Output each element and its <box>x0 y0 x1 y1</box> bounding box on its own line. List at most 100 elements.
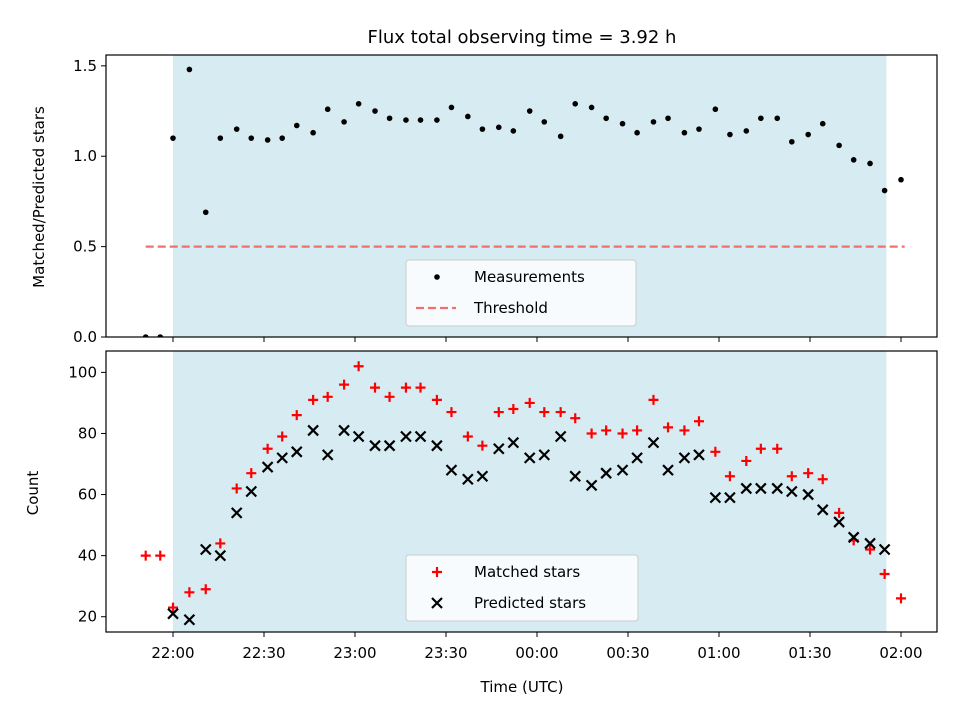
y-tick-label: 20 <box>78 608 97 626</box>
predicted-stars-point <box>414 430 427 443</box>
predicted-stars-point <box>678 452 691 464</box>
measurements-point <box>805 131 811 138</box>
measurements-point <box>634 129 640 136</box>
measurements-point <box>557 133 564 140</box>
measurements-point <box>217 135 224 141</box>
legend-label-threshold: Threshold <box>473 299 548 317</box>
measurements-point <box>279 135 286 141</box>
matched-stars-point <box>462 431 473 442</box>
matched-stars-point <box>322 391 333 402</box>
predicted-stars-point <box>230 507 243 519</box>
matched-stars-point <box>724 471 735 482</box>
y-tick-label: 40 <box>78 547 97 565</box>
legend-box <box>405 554 639 622</box>
measurements-point <box>696 126 702 132</box>
measurements-point <box>142 334 149 337</box>
matched-stars-point <box>431 394 442 405</box>
measurements-point <box>186 66 193 73</box>
y-tick-label: 100 <box>68 363 97 381</box>
matched-stars-point <box>168 602 178 613</box>
measurements-point <box>758 115 764 122</box>
measurements-point <box>681 129 688 136</box>
matched-stars-point <box>277 431 288 442</box>
predicted-stars-point <box>321 449 334 461</box>
predicted-stars-point <box>833 516 845 528</box>
legend-swatch-measurements <box>434 274 440 280</box>
matched-stars-point <box>679 425 690 436</box>
measurements-point <box>293 122 300 129</box>
measurements-point <box>403 117 409 123</box>
legend-box <box>405 259 637 327</box>
matched-stars-point <box>353 361 364 372</box>
matched-stars-point <box>246 468 257 479</box>
matched-stars-point <box>570 413 581 424</box>
predicted-stars-point <box>523 452 536 464</box>
measurements-point <box>170 135 176 141</box>
matched-stars-point <box>617 428 628 439</box>
x-tick-label: 02:00 <box>879 644 922 662</box>
matched-stars-point <box>200 584 211 595</box>
measurements-point <box>310 129 316 136</box>
predicted-stars-point <box>616 464 629 476</box>
predicted-stars-point <box>786 485 798 498</box>
measurements-point <box>898 176 904 183</box>
matched-stars-point <box>446 407 457 418</box>
measurements-point <box>510 128 517 134</box>
x-tick-label: 00:00 <box>515 644 558 662</box>
measurements-point <box>417 117 424 123</box>
measurements-point <box>712 106 719 113</box>
chart-title: Flux total observing time = 3.92 h <box>368 27 677 48</box>
measurements-point <box>743 128 750 134</box>
predicted-stars-point <box>245 485 258 498</box>
measurements-point <box>541 119 548 125</box>
matched-stars-point <box>555 407 566 418</box>
measurements-point <box>386 115 393 122</box>
predicted-stars-point <box>476 470 489 483</box>
legend: Measurements Threshold <box>405 259 637 327</box>
measurements-point <box>603 115 609 122</box>
matched-stars-point <box>524 397 535 408</box>
matched-stars-point <box>415 382 426 393</box>
measurements-point <box>248 135 255 141</box>
predicted-stars-point <box>493 442 505 455</box>
predicted-stars-point <box>662 464 674 476</box>
predicted-stars-point <box>369 439 381 452</box>
measurements-point <box>819 120 826 127</box>
matched-stars-point <box>384 391 395 402</box>
predicted-stars-point <box>400 430 412 443</box>
matched-stars-point <box>508 404 519 415</box>
matched-stars-point <box>308 394 319 405</box>
predicted-stars-point <box>338 424 350 437</box>
matched-stars-point <box>184 587 195 598</box>
matched-stars-point <box>477 440 488 451</box>
predicted-stars-point <box>183 614 196 626</box>
predicted-stars-point <box>864 537 876 550</box>
predicted-stars-point <box>647 436 660 449</box>
measurements-point <box>448 104 455 111</box>
predicted-stars-point <box>802 488 814 501</box>
top-y-axis-label: Matched/Predicted stars <box>30 106 48 288</box>
bottom-y-axis-label: Count <box>24 471 42 516</box>
measurements-point <box>355 101 362 107</box>
matched-stars-point <box>140 550 151 561</box>
predicted-stars-point <box>724 491 736 504</box>
predicted-stars-point <box>199 543 212 556</box>
measurements-point <box>789 138 795 145</box>
measurements-point <box>341 119 347 125</box>
predicted-stars-point <box>771 482 784 495</box>
predicted-stars-point <box>569 470 581 483</box>
measurements-point <box>465 113 471 120</box>
matched-stars-point <box>896 593 906 604</box>
matched-stars-point <box>215 538 226 549</box>
predicted-stars-point <box>631 452 643 464</box>
predicted-stars-point <box>709 491 722 504</box>
predicted-stars-point <box>261 461 274 473</box>
matched-stars-point <box>262 443 273 454</box>
measurements-point <box>867 160 873 167</box>
matched-stars-point <box>834 507 845 518</box>
plot-area <box>140 361 906 626</box>
measurements-point <box>850 157 857 163</box>
predicted-stars-point <box>847 531 860 544</box>
predicted-stars-point <box>816 504 829 516</box>
